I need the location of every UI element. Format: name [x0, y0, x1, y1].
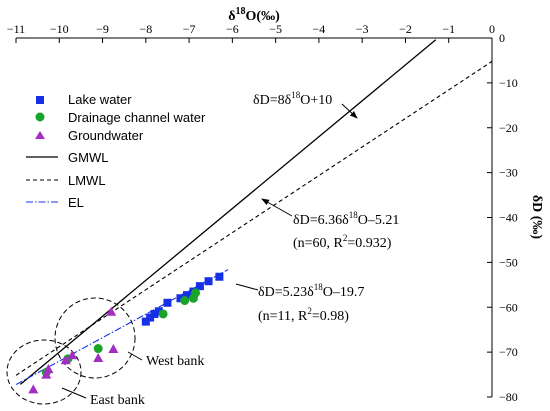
el-equation: δD=5.23δ18O–19.7	[258, 282, 364, 300]
y-tick-label: −30	[499, 166, 518, 180]
lmwl-leader	[261, 198, 293, 217]
east-bank-leader	[61, 387, 87, 399]
legend-label-lake-water: Lake water	[68, 92, 132, 107]
legend-label-el: EL	[68, 195, 84, 210]
x-tick-label: 0	[489, 22, 495, 36]
gmwl-leader	[341, 103, 358, 119]
point-groundwater	[67, 350, 78, 360]
y-tick-label: −10	[499, 76, 518, 90]
point-lake-water	[204, 277, 213, 286]
point-drainage-channel-water	[191, 288, 201, 298]
x-tick-label: −10	[50, 22, 69, 36]
point-lake-water	[215, 272, 224, 281]
x-tick-label: −1	[442, 22, 455, 36]
y-tick-label: −20	[499, 121, 518, 135]
point-lake-water	[150, 309, 159, 318]
x-tick-label: −7	[183, 22, 196, 36]
west-bank-circle	[54, 297, 136, 379]
point-groundwater	[60, 355, 71, 365]
point-lake-water	[154, 307, 163, 316]
point-lake-water	[141, 317, 150, 326]
lmwl-equation: δD=6.36δ18O–5.21	[293, 210, 399, 228]
line-gmwl	[19, 39, 437, 385]
point-drainage-channel-water	[93, 344, 103, 354]
legend-label-drainage: Drainage channel water	[68, 110, 206, 125]
east-bank-circle	[6, 339, 82, 405]
point-drainage-channel-water	[158, 309, 168, 319]
x-tick-label: −11	[7, 22, 25, 36]
el-stats: (n=11, R2=0.98)	[258, 306, 349, 324]
point-drainage-channel-water	[180, 296, 190, 306]
x-tick-label: −8	[139, 22, 152, 36]
point-groundwater	[108, 343, 119, 353]
legend: Lake water Drainage channel water Ground…	[26, 92, 206, 210]
legend-label-gmwl: GMWL	[68, 150, 108, 165]
point-groundwater	[41, 369, 52, 379]
y-tick-label: −70	[499, 345, 518, 359]
point-lake-water	[176, 294, 185, 303]
gmwl-equation: δD=8δ18O+10	[253, 90, 332, 108]
x-tick-label: −5	[269, 22, 282, 36]
point-groundwater	[93, 352, 104, 362]
point-lake-water	[163, 298, 172, 307]
y-tick-label: −40	[499, 211, 518, 225]
x-tick-label: −4	[313, 22, 326, 36]
y-tick-label: −80	[499, 390, 518, 404]
legend-marker-groundwater	[35, 131, 45, 139]
point-groundwater	[106, 306, 117, 316]
x-tick-label: −6	[226, 22, 239, 36]
lmwl-stats: (n=60, R2=0.932)	[293, 233, 392, 251]
point-lake-water	[195, 282, 204, 291]
y-tick-label: −50	[499, 255, 518, 269]
point-lake-water	[182, 291, 191, 300]
legend-marker-lake-water	[36, 96, 44, 104]
y-axis-title: δD (‰)	[529, 195, 544, 240]
x-tick-label: −9	[96, 22, 109, 36]
x-tick-label: −3	[356, 22, 369, 36]
west-bank-leader	[127, 351, 143, 361]
y-tick-label: −60	[499, 300, 518, 314]
legend-label-groundwater: Groundwater	[68, 128, 144, 143]
el-leader	[235, 283, 259, 291]
legend-marker-drainage	[35, 112, 45, 122]
line-lmwl	[15, 60, 493, 376]
east-bank-label: East bank	[90, 393, 145, 408]
x-tick-label: −2	[399, 22, 412, 36]
point-groundwater	[43, 364, 54, 374]
point-lake-water	[146, 313, 155, 322]
legend-label-lmwl: LMWL	[68, 173, 106, 188]
y-tick-label: 0	[499, 31, 505, 45]
point-groundwater	[28, 384, 39, 394]
west-bank-label: West bank	[146, 354, 204, 369]
